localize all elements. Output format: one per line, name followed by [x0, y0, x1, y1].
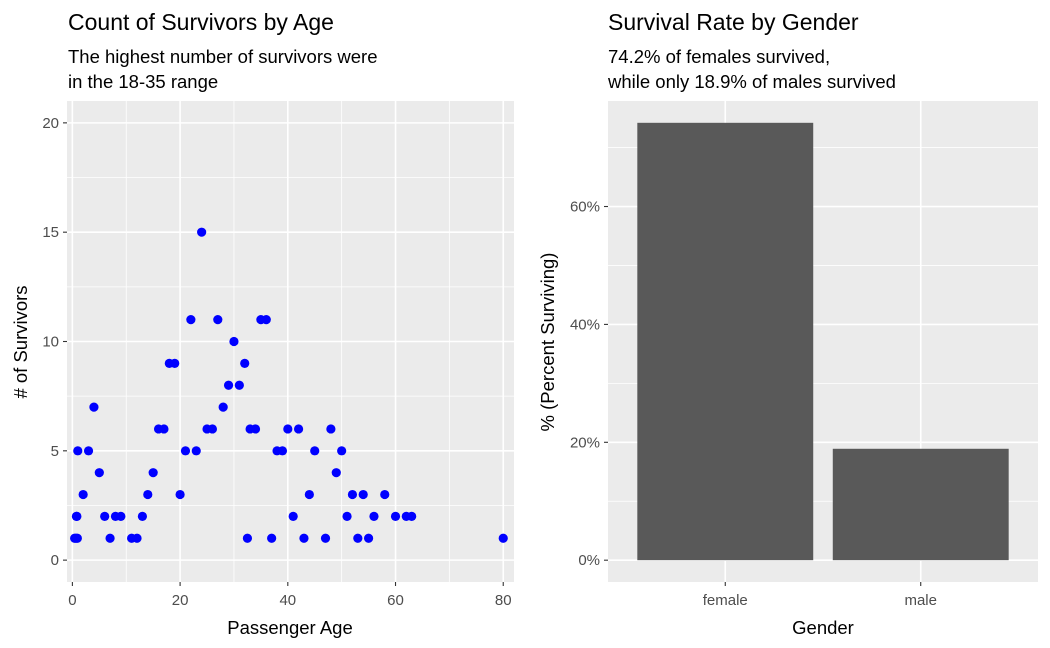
scatter-y-tick-label: 0: [51, 552, 59, 569]
scatter-point: [288, 511, 298, 522]
scatter-y-axis-title: # of Survivors: [10, 285, 31, 398]
scatter-point: [218, 402, 228, 412]
scatter-x-tick-label: 0: [68, 592, 76, 609]
bar-panel: 0% 20% 40% 60% female male: [570, 101, 1038, 609]
scatter-point: [498, 533, 508, 543]
scatter-subtitle-line-2: in the 18-35 range: [68, 71, 218, 92]
bar-subtitle-line-2: while only 18.9% of males survived: [607, 71, 896, 92]
scatter-point: [293, 424, 304, 434]
scatter-point: [89, 402, 99, 412]
scatter-point: [191, 446, 201, 456]
scatter-point: [170, 358, 180, 368]
bar-y-tick-label: 60%: [570, 199, 600, 216]
scatter-point: [105, 533, 115, 543]
scatter-point: [175, 489, 185, 500]
scatter-y-tick-label: 15: [42, 224, 59, 241]
scatter-point: [180, 446, 191, 456]
scatter-x-tick-label: 40: [279, 592, 296, 609]
scatter-point: [242, 533, 253, 543]
scatter-point: [72, 511, 82, 522]
scatter-point: [390, 511, 401, 522]
scatter-point: [148, 468, 158, 478]
bar-subtitle-line-1: 74.2% of females survived,: [608, 46, 830, 67]
scatter-x-axis-title: Passenger Age: [227, 617, 352, 638]
scatter-point: [326, 424, 336, 434]
scatter-y-tick-label: 5: [51, 443, 59, 460]
scatter-point: [78, 489, 88, 500]
bar-x-tick-label: female: [703, 592, 748, 609]
scatter-point: [358, 489, 368, 500]
bar-female: [637, 122, 814, 561]
scatter-point: [207, 424, 218, 434]
scatter-point: [310, 446, 320, 456]
scatter-point: [186, 315, 196, 325]
scatter-point: [234, 380, 244, 390]
bar-male: [832, 448, 1009, 561]
bar-chart: Survival Rate by Gender 74.2% of females…: [537, 9, 1038, 638]
scatter-point: [331, 468, 341, 478]
scatter-point: [72, 533, 82, 543]
scatter-panel: 0 20 40 60 80 0 5 10 15 20: [42, 101, 514, 609]
scatter-point: [407, 511, 417, 522]
scatter-point: [94, 468, 104, 478]
scatter-point: [277, 446, 288, 456]
scatter-point: [353, 533, 363, 543]
bar-y-axis-title: % (Percent Surviving): [537, 253, 558, 432]
scatter-point: [197, 227, 207, 237]
scatter-point: [337, 446, 347, 456]
scatter-point: [380, 489, 390, 500]
scatter-point: [342, 511, 352, 522]
scatter-point: [73, 446, 83, 456]
scatter-point: [267, 533, 277, 543]
scatter-point: [223, 380, 234, 390]
scatter-point: [132, 533, 142, 543]
scatter-point: [143, 489, 153, 500]
scatter-point: [261, 315, 271, 325]
bar-y-tick-label: 40%: [570, 316, 600, 333]
scatter-point: [229, 336, 239, 347]
scatter-x-tick-label: 80: [495, 592, 512, 609]
scatter-point: [369, 511, 379, 522]
scatter-point: [250, 424, 261, 434]
scatter-point: [240, 358, 250, 368]
scatter-point: [363, 533, 374, 543]
scatter-point: [100, 511, 110, 522]
bar-y-tick-label: 0%: [578, 552, 600, 569]
bar-title: Survival Rate by Gender: [608, 9, 859, 35]
scatter-point: [299, 533, 309, 543]
scatter-point: [213, 315, 223, 325]
scatter-point: [320, 533, 331, 543]
scatter-point: [283, 424, 293, 434]
scatter-point: [159, 424, 169, 434]
scatter-point: [137, 511, 147, 522]
bar-x-tick-label: male: [904, 592, 937, 609]
scatter-point: [83, 446, 94, 456]
scatter-point: [347, 489, 358, 500]
scatter-y-tick-label: 20: [42, 115, 59, 132]
scatter-point: [304, 489, 314, 500]
scatter-x-tick-label: 60: [387, 592, 404, 609]
bar-x-axis-title: Gender: [792, 617, 854, 638]
scatter-y-tick-label: 10: [42, 334, 59, 351]
scatter-x-tick-label: 20: [172, 592, 189, 609]
scatter-chart: Count of Survivors by Age The highest nu…: [10, 9, 514, 638]
scatter-point: [116, 511, 126, 522]
scatter-title: Count of Survivors by Age: [68, 9, 334, 35]
bar-y-tick-label: 20%: [570, 434, 600, 451]
scatter-subtitle-line-1: The highest number of survivors were: [68, 46, 378, 67]
